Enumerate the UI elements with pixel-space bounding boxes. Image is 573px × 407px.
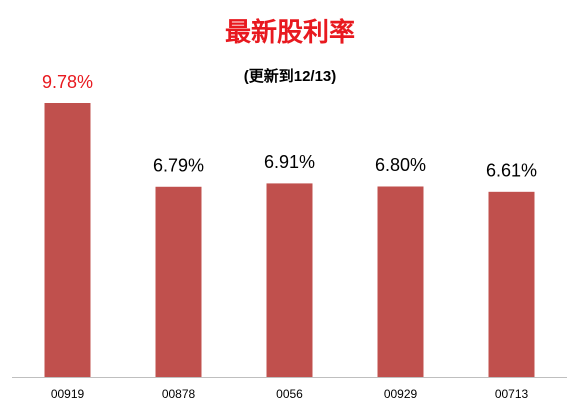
value-label: 6.91% xyxy=(264,152,315,172)
bar xyxy=(266,183,313,377)
x-tick-label: 00713 xyxy=(495,387,529,401)
value-label: 6.61% xyxy=(486,161,537,181)
x-tick-label: 00929 xyxy=(384,387,418,401)
x-tick-label: 00919 xyxy=(51,387,85,401)
bar xyxy=(155,186,202,377)
x-tick-label: 00878 xyxy=(162,387,196,401)
bar xyxy=(44,103,91,377)
bar xyxy=(377,186,424,377)
value-label: 6.79% xyxy=(153,156,204,176)
chart-title: 最新股利率 xyxy=(225,17,355,47)
x-tick-label: 0056 xyxy=(276,387,303,401)
chart-subtitle: (更新到12/13) xyxy=(244,67,337,85)
value-label: 9.78% xyxy=(42,72,93,92)
value-label: 6.80% xyxy=(375,155,426,175)
bar xyxy=(488,191,535,377)
